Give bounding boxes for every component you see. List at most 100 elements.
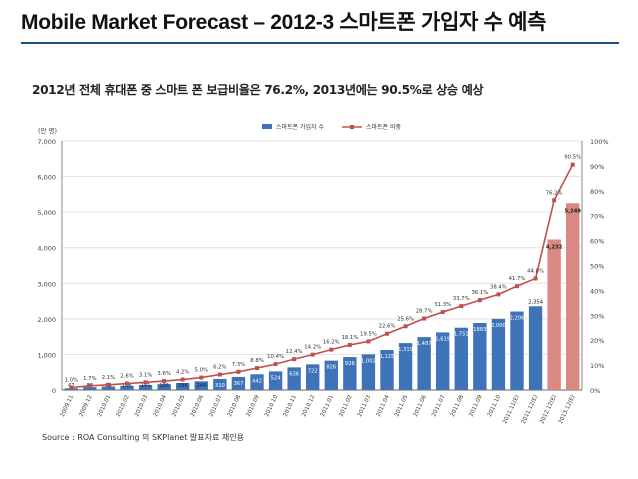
share-label: 5.0% <box>195 368 208 374</box>
bar-value-label: 1,487 <box>417 341 432 347</box>
share-label: 6.2% <box>213 365 226 371</box>
share-label: 25.6% <box>397 316 414 322</box>
share-point <box>515 284 519 289</box>
bar-value-label: 116 <box>122 383 132 389</box>
share-point <box>125 381 129 386</box>
x-tick-label: 2011.11(E) <box>502 394 521 425</box>
share-label: 19.5% <box>360 331 377 337</box>
x-tick-label: 2011.12(E) <box>521 394 540 425</box>
x-tick-label: 2011.02 <box>338 394 353 418</box>
x-tick-label: 2010.08 <box>227 394 242 418</box>
bar <box>454 327 468 390</box>
bar <box>268 371 283 390</box>
bar <box>417 337 431 390</box>
bar-value-label: 2,354 <box>528 299 544 305</box>
x-tick-label: 2010.07 <box>208 394 223 418</box>
y2-tick-label: 100% <box>590 138 609 146</box>
x-tick-label: 2009.11 <box>60 394 75 418</box>
x-tick-label: 2011.04 <box>376 394 391 418</box>
share-label: 1.7% <box>83 376 96 382</box>
bar <box>101 386 116 390</box>
bar <box>324 360 338 390</box>
share-point <box>385 331 389 336</box>
bar <box>231 376 246 390</box>
x-tick-label: 2010.10 <box>264 394 279 418</box>
y2-tick-label: 10% <box>590 362 604 370</box>
bar <box>287 367 301 390</box>
x-tick-label: 2010.05 <box>171 394 186 418</box>
share-label: 90.5% <box>564 155 581 161</box>
x-tick-label: 2010.12 <box>301 394 316 418</box>
share-point <box>459 304 464 309</box>
bar-value-label: 166 <box>159 383 169 389</box>
bar-value-label: 367 <box>233 381 243 387</box>
share-label: 3.1% <box>139 372 152 378</box>
share-label: 44.8% <box>527 268 544 274</box>
x-tick-label: 2013.12(E) <box>558 394 577 425</box>
y2-tick-label: 0% <box>590 387 600 395</box>
bar-value-label: 636 <box>289 371 299 377</box>
x-tick-label: 2011.06 <box>413 394 428 418</box>
bar-value-label: 826 <box>326 365 336 371</box>
y-tick-label: 7,000 <box>37 138 56 146</box>
x-tick-label: 2011.08 <box>450 394 465 418</box>
share-point <box>143 380 148 385</box>
x-tick-label: 2012.12(E) <box>539 394 558 425</box>
share-label: 18.1% <box>341 335 358 341</box>
bar <box>510 311 524 390</box>
x-tick-label: 2011.07 <box>431 394 446 418</box>
legend-bar-swatch <box>262 124 272 129</box>
bar-value-label: 442 <box>252 378 262 384</box>
share-point <box>69 385 74 390</box>
y2-tick-label: 30% <box>590 312 604 320</box>
bar-value-label: 2,206 <box>510 316 525 322</box>
y-tick-label: 6,000 <box>37 174 56 182</box>
bar-value-label: 1,319 <box>398 347 413 353</box>
x-tick-label: 2010.11 <box>283 394 298 418</box>
share-label: 12.4% <box>286 349 303 355</box>
source-note: Source : ROA Consulting 의 SKPlanet 발표자료 … <box>42 433 244 442</box>
x-tick-label: 2010.09 <box>246 394 261 418</box>
page-title: Mobile Market Forecast – 2012-3 스마트폰 가입자… <box>21 11 547 34</box>
share-label: 76.2% <box>546 190 563 196</box>
share-point <box>477 298 482 303</box>
share-point <box>570 162 575 167</box>
bar-value-label: 1,125 <box>380 354 395 360</box>
x-tick-label: 2010.02 <box>116 394 131 418</box>
x-tick-label: 2010.06 <box>190 394 205 418</box>
bar <box>176 383 190 390</box>
share-point <box>180 377 185 382</box>
bar <box>343 357 357 390</box>
y-tick-label: 1,000 <box>37 351 56 359</box>
bar <box>83 387 97 390</box>
y-tick-label: 2,000 <box>37 316 56 324</box>
share-point <box>496 292 501 297</box>
bar <box>361 354 376 390</box>
y-tick-label: 4,000 <box>37 245 56 253</box>
bar-value-label: 524 <box>271 375 282 381</box>
x-tick-label: 2009.12 <box>78 394 93 418</box>
bar <box>398 343 413 390</box>
share-point <box>440 310 445 315</box>
share-label: 31.3% <box>434 302 451 308</box>
unit-label: (만 명) <box>38 126 57 135</box>
bar <box>473 323 487 390</box>
share-point <box>366 339 371 344</box>
x-tick-label: 2011.09 <box>468 394 483 418</box>
bar-value-label: 5,249 <box>565 208 582 214</box>
share-label: 4.2% <box>176 370 189 376</box>
bar <box>157 384 171 390</box>
share-point <box>273 362 278 367</box>
bar <box>120 385 134 390</box>
share-label: 2.1% <box>102 375 115 381</box>
y-tick-label: 5,000 <box>37 209 56 217</box>
legend-bar-label: 스마트폰 가입자 수 <box>276 123 324 131</box>
y2-tick-label: 60% <box>590 238 604 246</box>
bar <box>213 378 227 390</box>
bar-value-label: 1,619 <box>435 336 450 342</box>
share-point <box>533 276 538 281</box>
share-label: 22.6% <box>379 324 396 330</box>
bar <box>491 318 506 390</box>
share-label: 16.2% <box>323 340 340 346</box>
